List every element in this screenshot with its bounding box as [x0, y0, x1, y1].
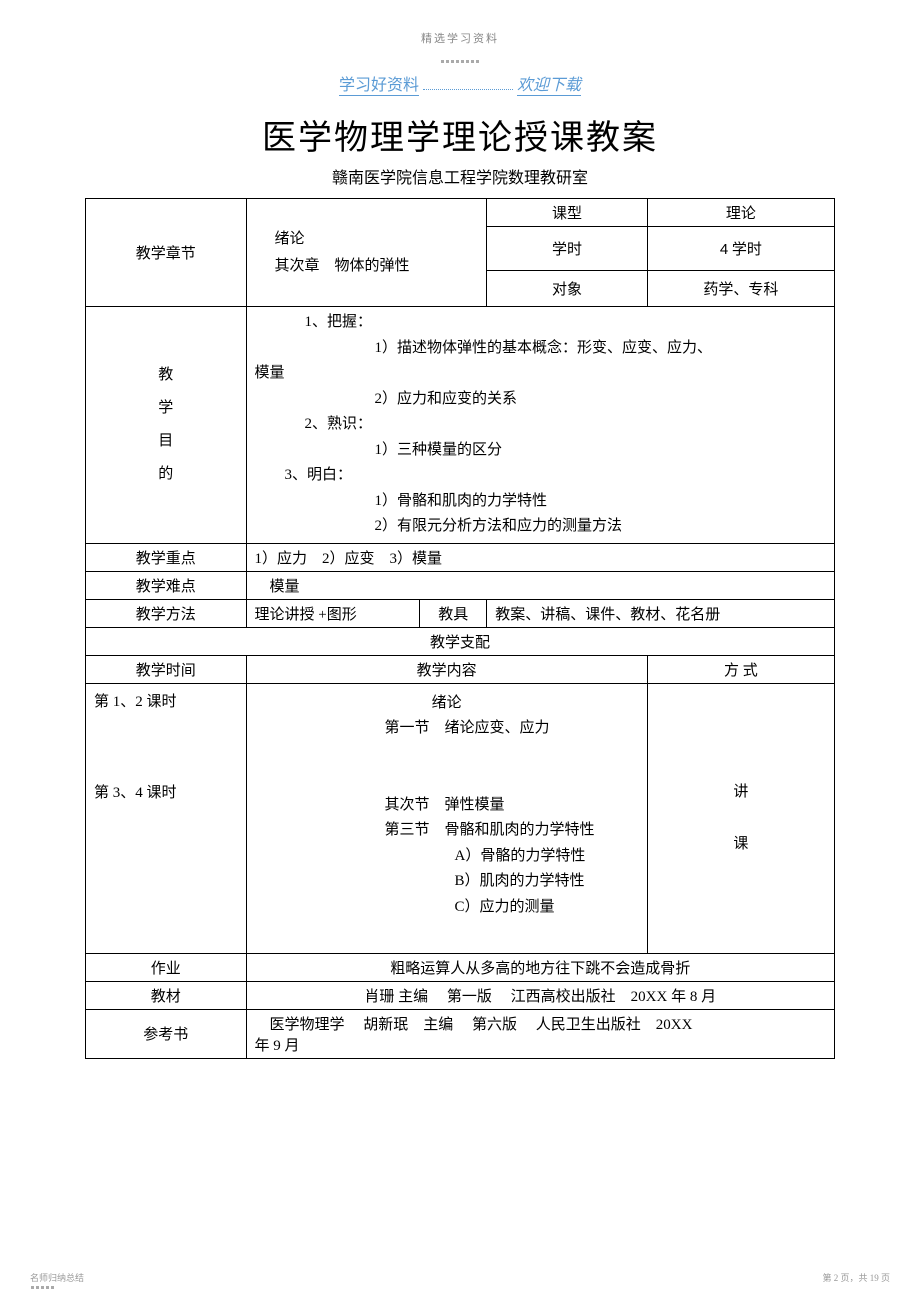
obj-l1: 1、把握： — [255, 310, 827, 336]
difficulty-label: 教学难点 — [86, 571, 247, 599]
footer-right: 第 2 页，共 19 页 — [822, 1271, 890, 1284]
obj-l1-1b: 模量 — [255, 365, 285, 381]
schedule-mode-cell: 讲 课 — [647, 683, 834, 953]
objectives-content: 1、把握： 1）描述物体弹性的基本概念：形变、应变、应力、 模量 2）应力和应变… — [246, 307, 835, 544]
method-value: 理论讲授 +图形 — [246, 599, 420, 627]
textbook-label: 教材 — [86, 981, 247, 1009]
table-row: 教学时间 教学内容 方 式 — [86, 655, 835, 683]
homework-label: 作业 — [86, 953, 247, 981]
hours-value: 4 4 学时学时 — [647, 227, 834, 271]
chapter-label: 教学章节 — [86, 199, 247, 307]
table-row: 教学方法 理论讲授 +图形 教具 教案、讲稿、课件、教材、花名册 — [86, 599, 835, 627]
objectives-label: 教 学 目 的 — [86, 307, 247, 544]
table-row: 教学支配 — [86, 627, 835, 655]
schedule-content-header: 教学内容 — [246, 655, 647, 683]
time-2: 第 3、4 课时 — [94, 781, 238, 802]
decorative-dots-top — [430, 50, 490, 56]
obj-l2-1: 1）三种模量的区分 — [255, 438, 827, 464]
method-label: 教学方法 — [86, 599, 247, 627]
course-type-label: 课型 — [487, 199, 648, 227]
obj-l3-1: 1）骨骼和肌肉的力学特性 — [255, 489, 827, 515]
emphasis-value: 1）应力 2）应变 3）模量 — [246, 543, 835, 571]
homework-value: 粗略运算人从多高的地方往下跳不会造成骨折 — [246, 953, 835, 981]
table-row: 教学重点 1）应力 2）应变 3）模量 — [86, 543, 835, 571]
subheader-left: 学习好资料 — [339, 77, 419, 96]
document-title: 医学物理学理论授课教案 — [85, 110, 835, 159]
schedule-content-cell: 绪论 第一节 绪论应变、应力 其次节 弹性模量 第三节 骨骼和肌肉的力学特性 A… — [246, 683, 647, 953]
schedule-time-header: 教学时间 — [86, 655, 247, 683]
schedule-mode-header: 方 式 — [647, 655, 834, 683]
reference-value: 医学物理学 胡新珉 主编 第六版 人民卫生出版社 20XX 年 9 月 — [246, 1009, 835, 1058]
chapter-content: 绪论 其次章 物体的弹性 — [246, 199, 487, 307]
content-c6: B）肌肉的力学特性 — [265, 869, 629, 895]
mode-2: 课 — [733, 836, 748, 852]
table-row: 参考书 医学物理学 胡新珉 主编 第六版 人民卫生出版社 20XX 年 9 月 — [86, 1009, 835, 1058]
obj-l3: 3、明白： — [255, 463, 827, 489]
table-row: 教材 肖珊 主编 第一版 江西高校出版社 20XX 年 8 月 — [86, 981, 835, 1009]
schedule-time-cell: 第 1、2 课时 第 3、4 课时 — [86, 683, 247, 953]
subheader-right: 欢迎下载 — [517, 77, 581, 96]
watermark-top: 精选学习资料 — [85, 30, 835, 46]
tool-label: 教具 — [420, 599, 487, 627]
content-c7: C）应力的测量 — [265, 895, 629, 921]
chapter-line2: 其次章 物体的弹性 — [275, 258, 410, 274]
decorative-dots-bottom — [30, 1276, 55, 1294]
target-label: 对象 — [487, 271, 648, 307]
table-row: 教学章节 绪论 其次章 物体的弹性 课型 理论 — [86, 199, 835, 227]
subheader-dashes — [423, 89, 513, 90]
content-c1: 绪论 — [265, 691, 629, 717]
obj-l2: 2、熟识： — [255, 412, 827, 438]
reference-label: 参考书 — [86, 1009, 247, 1058]
table-row: 第 1、2 课时 第 3、4 课时 绪论 第一节 绪论应变、应力 其次节 弹性模… — [86, 683, 835, 953]
emphasis-label: 教学重点 — [86, 543, 247, 571]
page-subheader: 学习好资料 欢迎下载 — [85, 71, 835, 95]
target-value: 药学、专科 — [647, 271, 834, 307]
hours-label: 学时 — [487, 227, 648, 271]
content-c2: 第一节 绪论应变、应力 — [265, 716, 629, 742]
arrangement-header: 教学支配 — [86, 627, 835, 655]
table-row: 教学难点 模量 — [86, 571, 835, 599]
course-type-value: 理论 — [647, 199, 834, 227]
time-1: 第 1、2 课时 — [94, 690, 238, 711]
obj-l1-1: 1）描述物体弹性的基本概念：形变、应变、应力、 — [255, 336, 827, 362]
lesson-plan-table: 教学章节 绪论 其次章 物体的弹性 课型 理论 学时 4 4 学时学时 对象 药… — [85, 198, 835, 1059]
table-row: 作业 粗略运算人从多高的地方往下跳不会造成骨折 — [86, 953, 835, 981]
document-page: 精选学习资料 学习好资料 欢迎下载 医学物理学理论授课教案 赣南医学院信息工程学… — [0, 0, 920, 1304]
content-c5: A）骨骼的力学特性 — [265, 844, 629, 870]
document-subtitle: 赣南医学院信息工程学院数理教研室 — [85, 164, 835, 188]
content-c3: 其次节 弹性模量 — [265, 793, 629, 819]
difficulty-value: 模量 — [246, 571, 835, 599]
chapter-line1: 绪论 — [275, 231, 305, 247]
mode-1: 讲 — [733, 784, 748, 800]
obj-l3-2: 2）有限元分析方法和应力的测量方法 — [255, 514, 827, 540]
table-row: 教 学 目 的 1、把握： 1）描述物体弹性的基本概念：形变、应变、应力、 模量… — [86, 307, 835, 544]
obj-l1-2: 2）应力和应变的关系 — [255, 387, 827, 413]
textbook-value: 肖珊 主编 第一版 江西高校出版社 20XX 年 8 月 — [246, 981, 835, 1009]
content-c4: 第三节 骨骼和肌肉的力学特性 — [265, 818, 629, 844]
tool-value: 教案、讲稿、课件、教材、花名册 — [487, 599, 835, 627]
